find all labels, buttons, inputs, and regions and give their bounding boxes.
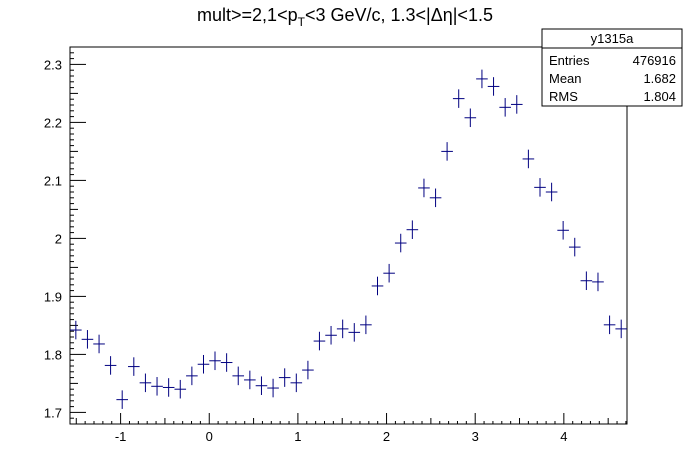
data-point <box>255 376 268 395</box>
data-point <box>290 373 303 393</box>
data-point <box>545 182 558 202</box>
data-point <box>592 272 604 292</box>
data-point <box>302 360 314 380</box>
y-tick-label: 1.9 <box>44 289 62 304</box>
data-point <box>429 188 442 208</box>
stats-entries-label: Entries <box>549 53 590 68</box>
x-tick-label: -1 <box>115 429 127 444</box>
stats-mean-label: Mean <box>549 71 582 86</box>
x-tick-label: 1 <box>294 429 301 444</box>
x-tick-label: 2 <box>383 429 390 444</box>
y-tick-label: 2.2 <box>44 115 62 130</box>
data-point <box>383 263 395 283</box>
data-point <box>615 319 627 339</box>
data-point <box>464 108 477 128</box>
data-point <box>104 356 117 375</box>
data-point <box>568 237 581 257</box>
data-point <box>116 390 128 409</box>
data-point <box>499 98 511 117</box>
title-prefix: mult>=2,1<p <box>197 5 298 25</box>
title-subscript: T <box>298 15 306 29</box>
y-tick-label: 1.8 <box>44 347 62 362</box>
data-point <box>418 178 430 198</box>
y-tick-label: 1.7 <box>44 405 62 420</box>
data-markers <box>70 69 627 409</box>
stats-mean-value: 1.682 <box>643 71 676 86</box>
x-tick-label: 4 <box>560 429 567 444</box>
data-point <box>81 330 94 349</box>
data-point <box>70 320 82 340</box>
data-point <box>278 368 291 387</box>
data-point <box>244 370 256 390</box>
stats-box-name: y1315a <box>591 31 634 46</box>
data-point <box>197 354 210 374</box>
title-eta-symbol: η <box>443 5 453 25</box>
title-middle: <3 GeV/c, 1.3<| <box>305 5 431 25</box>
stats-box-frame <box>541 28 683 107</box>
data-point <box>452 89 465 108</box>
data-point <box>441 142 453 161</box>
data-point <box>522 149 535 169</box>
stats-rms-value: 1.804 <box>643 89 676 104</box>
data-point <box>406 220 419 239</box>
x-tick-label: 0 <box>206 429 213 444</box>
data-point <box>93 334 105 354</box>
y-tick-label: 2 <box>55 231 62 246</box>
data-point <box>557 221 569 240</box>
data-point <box>174 379 187 399</box>
title-suffix: |<1.5 <box>453 5 493 25</box>
data-point <box>348 323 361 342</box>
plot-frame <box>69 46 628 425</box>
data-point <box>487 77 500 96</box>
data-point <box>186 366 198 386</box>
data-point <box>267 378 279 398</box>
data-point <box>603 315 616 335</box>
stats-entries-value: 476916 <box>633 53 676 68</box>
chart-title: mult>=2,1<pT<3 GeV/c, 1.3<|Δη|<1.5 <box>197 5 493 29</box>
data-point <box>220 353 233 372</box>
data-point <box>394 233 407 253</box>
data-point <box>151 377 163 396</box>
stats-rms-label: RMS <box>549 89 578 104</box>
data-point <box>128 357 140 376</box>
data-point <box>139 373 152 393</box>
y-tick-label: 2.3 <box>44 57 62 72</box>
data-point <box>476 69 488 89</box>
stats-box: y1315a Entries 476916 Mean 1.682 RMS 1.8… <box>541 28 683 107</box>
data-point <box>336 319 349 339</box>
data-point <box>534 178 546 197</box>
y-tick-label: 2.1 <box>44 173 62 188</box>
data-point <box>209 351 221 371</box>
data-point <box>580 271 593 291</box>
data-point <box>313 331 326 351</box>
data-point <box>510 95 523 114</box>
data-point <box>360 315 372 335</box>
axes: -1 0 1 2 3 4 1.7 1.8 1.9 2 2.1 2.2 2.3 <box>44 46 627 444</box>
x-tick-label: 3 <box>472 429 479 444</box>
data-point <box>232 366 245 386</box>
title-delta-symbol: Δ <box>431 5 443 25</box>
data-point <box>325 325 337 345</box>
data-point <box>371 276 384 296</box>
data-point <box>162 378 175 397</box>
